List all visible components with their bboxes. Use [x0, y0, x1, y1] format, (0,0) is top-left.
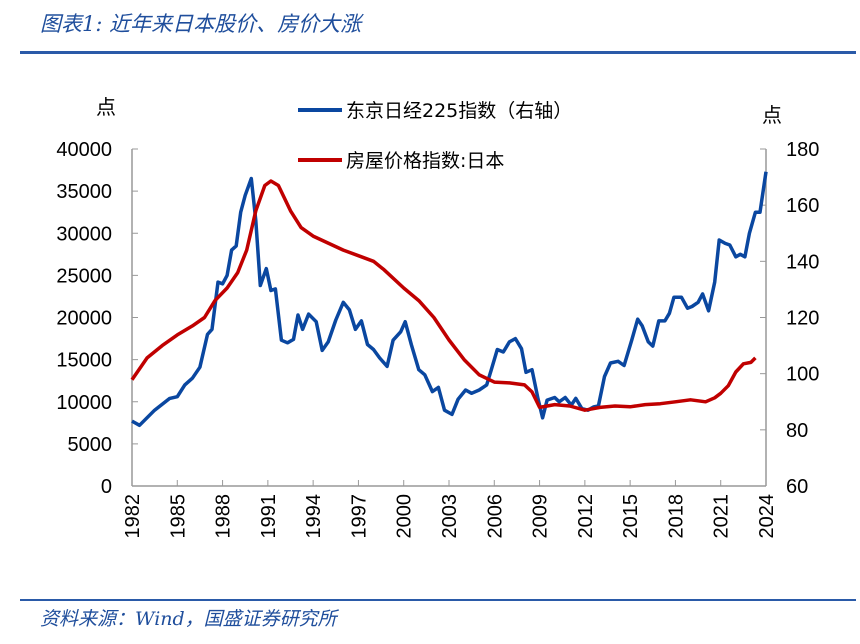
- legend-label-housing: 房屋价格指数:日本: [346, 150, 504, 172]
- right-tick-label: 80: [786, 420, 808, 442]
- x-tick-label: 1988: [213, 494, 235, 539]
- right-tick-label: 160: [786, 195, 819, 217]
- legend: 东京日经225指数（右轴） 房屋价格指数:日本: [298, 100, 572, 172]
- x-tick-label: 2012: [575, 494, 597, 539]
- right-tick-label: 120: [786, 308, 819, 330]
- x-tick-label: 1997: [348, 494, 370, 539]
- left-tick-label: 20000: [56, 308, 112, 330]
- left-axis-unit: 点: [96, 96, 116, 119]
- axes: 0 5000 10000 15000 20000 25000 30000 35000 40000…: [56, 139, 819, 539]
- right-tick-label: 60: [786, 476, 808, 498]
- x-tick-label: 2006: [484, 494, 506, 539]
- series-lines: [130, 171, 768, 428]
- x-tick-label: 2021: [711, 494, 733, 539]
- x-tick-label: 2009: [530, 494, 552, 539]
- nikkei-225-line: [131, 171, 768, 428]
- x-tick-label: 1991: [258, 494, 280, 539]
- left-tick-label: 25000: [56, 265, 112, 287]
- x-tick-label: 2000: [394, 494, 416, 539]
- right-tick-label: 140: [786, 251, 819, 273]
- left-tick-label: 15000: [56, 350, 112, 372]
- right-tick-label: 180: [786, 139, 819, 161]
- figure-title: 图表1: 近年来日本股价、房价大涨: [40, 12, 362, 36]
- x-tick-label: 2024: [756, 494, 778, 539]
- x-tick-label: 1982: [122, 494, 144, 539]
- x-tick-label: 2003: [439, 494, 461, 539]
- left-tick-label: 40000: [56, 139, 112, 161]
- source-rule: [20, 599, 856, 601]
- x-tick-label: 2018: [665, 494, 687, 539]
- right-axis-unit: 点: [762, 104, 782, 127]
- title-rule: [20, 51, 856, 54]
- x-tick-label: 1985: [167, 494, 189, 539]
- left-tick-label: 30000: [56, 223, 112, 245]
- x-tick-label: 2015: [620, 494, 642, 539]
- left-tick-label: 0: [101, 476, 112, 498]
- legend-label-nikkei: 东京日经225指数（右轴）: [346, 100, 572, 122]
- source-note: 资料来源：Wind，国盛证券研究所: [40, 608, 337, 630]
- left-tick-label: 5000: [68, 434, 113, 456]
- left-tick-label: 10000: [56, 392, 112, 414]
- left-tick-label: 35000: [56, 181, 112, 203]
- x-tick-label: 1994: [303, 494, 325, 539]
- right-tick-label: 100: [786, 364, 819, 386]
- housing-price-index-line: [130, 179, 757, 412]
